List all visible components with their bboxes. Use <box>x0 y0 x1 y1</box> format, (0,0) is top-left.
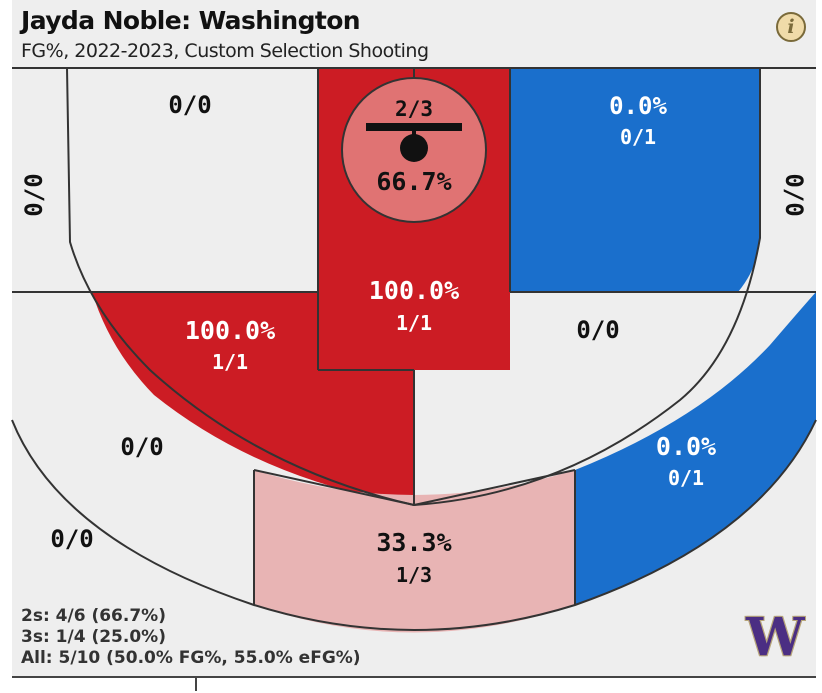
label-wing3-right-fga: 0/1 <box>668 466 704 490</box>
shooting-summary: 2s: 4/6 (66.7%) 3s: 1/4 (25.0%) All: 5/1… <box>21 606 361 669</box>
zone-labels: 2/3 66.7% 100.0% 1/1 0/0 0.0% 0/1 100.0%… <box>20 91 808 587</box>
label-mid-left-wing-fga: 1/1 <box>212 350 248 374</box>
court-lines <box>11 67 817 631</box>
toolbar-divider <box>195 676 197 691</box>
label-wing3-left: 0/0 <box>120 433 163 461</box>
info-icon[interactable]: i <box>776 12 806 42</box>
label-restricted-fga: 2/3 <box>395 97 433 121</box>
label-deep-left: 0/0 <box>50 525 93 553</box>
zone-mid-left-wing[interactable] <box>92 292 414 505</box>
label-restricted-pct: 66.7% <box>376 167 451 196</box>
label-paint-fga: 1/1 <box>396 311 432 335</box>
twos-summary: 2s: 4/6 (66.7%) <box>21 606 166 626</box>
bottom-toolbar <box>12 676 816 693</box>
label-mid-left-wing-pct: 100.0% <box>185 316 275 345</box>
label-mid-right-wing: 0/0 <box>576 316 619 344</box>
all-summary: All: 5/10 (50.0% FG%, 55.0% eFG%) <box>21 648 361 668</box>
label-corner3-right: 0/0 <box>780 173 808 216</box>
label-mid-right-baseline-pct: 0.0% <box>609 92 667 120</box>
zone-mid-right-baseline[interactable] <box>510 68 760 292</box>
zone-wing3-right[interactable] <box>575 292 816 605</box>
threes-summary: 3s: 1/4 (25.0%) <box>21 627 166 647</box>
label-wing3-right-pct: 0.0% <box>656 432 716 461</box>
chart-title: Jayda Noble: Washington <box>21 6 361 35</box>
zone-top3[interactable] <box>254 470 575 633</box>
label-top3-fga: 1/3 <box>396 563 432 587</box>
basket-rim <box>400 134 428 162</box>
label-top3-pct: 33.3% <box>376 528 451 557</box>
chart-subtitle: FG%, 2022-2023, Custom Selection Shootin… <box>21 40 429 62</box>
label-mid-left-baseline: 0/0 <box>168 91 211 119</box>
label-corner3-left: 0/0 <box>20 173 48 216</box>
label-mid-right-baseline-fga: 0/1 <box>620 125 656 149</box>
washington-logo: W <box>746 607 805 668</box>
label-paint-pct: 100.0% <box>369 276 459 305</box>
